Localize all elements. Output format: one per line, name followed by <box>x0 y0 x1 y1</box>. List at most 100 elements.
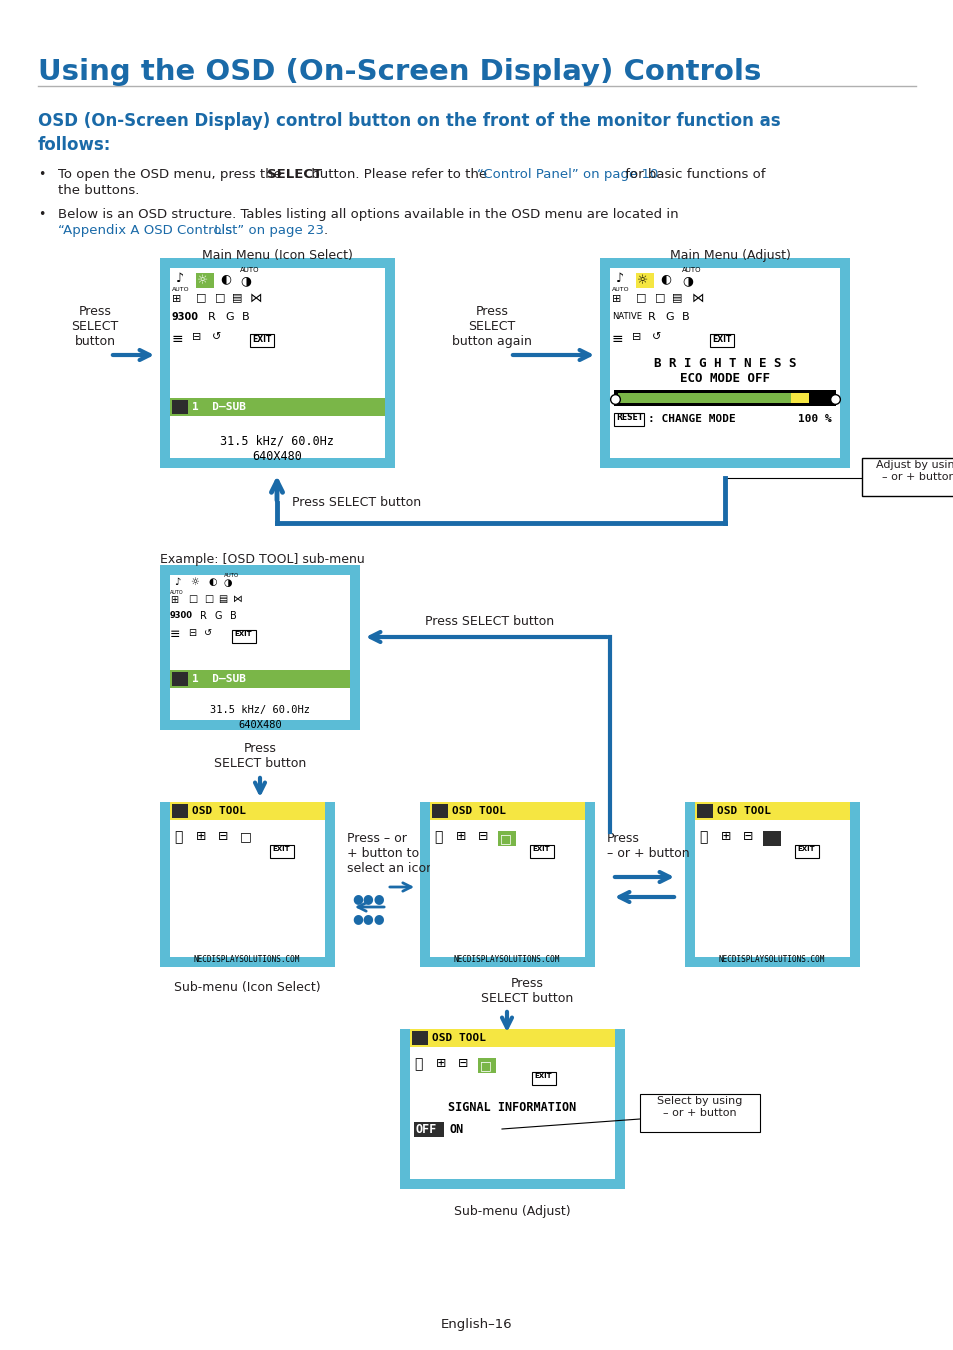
Text: B R I G H T N E S S: B R I G H T N E S S <box>653 356 796 370</box>
Bar <box>170 398 385 416</box>
Text: ●●●: ●●● <box>352 913 384 925</box>
Bar <box>477 1058 496 1073</box>
Bar <box>270 845 294 859</box>
Text: Press
– or + button: Press – or + button <box>606 832 689 860</box>
Text: the buttons.: the buttons. <box>58 184 139 197</box>
Text: OSD TOOL: OSD TOOL <box>192 806 246 815</box>
Text: ⊞: ⊞ <box>172 294 181 304</box>
Text: ☼: ☼ <box>637 274 648 288</box>
Bar <box>410 1040 615 1179</box>
Text: □: □ <box>499 832 511 845</box>
Bar <box>172 400 188 414</box>
Text: Sub-menu (Icon Select): Sub-menu (Icon Select) <box>173 981 320 994</box>
Text: □: □ <box>204 594 213 603</box>
Text: 640X480: 640X480 <box>252 450 301 463</box>
Text: ⋈: ⋈ <box>250 292 262 305</box>
Text: ⊞: ⊞ <box>436 1057 446 1071</box>
Bar <box>432 805 448 818</box>
Bar <box>160 802 335 967</box>
Text: □: □ <box>195 292 206 302</box>
Text: ♪: ♪ <box>616 271 623 285</box>
Text: NECDISPLAYSOLUTIONS.COM: NECDISPLAYSOLUTIONS.COM <box>454 954 559 964</box>
Text: B: B <box>230 612 236 621</box>
Text: AUTO: AUTO <box>612 288 629 292</box>
Bar <box>636 273 654 288</box>
Bar <box>170 670 350 688</box>
Text: AUTO: AUTO <box>240 267 259 273</box>
Text: ⧉: ⧉ <box>173 830 182 844</box>
Text: □: □ <box>214 292 225 302</box>
Text: 31.5 kHz/ 60.0Hz: 31.5 kHz/ 60.0Hz <box>210 705 310 716</box>
Text: ◑: ◑ <box>240 274 251 288</box>
Text: EXIT: EXIT <box>272 846 290 852</box>
Text: Press
SELECT button: Press SELECT button <box>213 743 306 770</box>
Text: Press
SELECT
button: Press SELECT button <box>71 305 118 348</box>
Text: ⊟: ⊟ <box>218 830 229 842</box>
Text: EXIT: EXIT <box>252 335 271 344</box>
Text: NECDISPLAYSOLUTIONS.COM: NECDISPLAYSOLUTIONS.COM <box>718 954 824 964</box>
Bar <box>614 413 643 427</box>
Text: 31.5 kHz/ 60.0Hz: 31.5 kHz/ 60.0Hz <box>220 433 334 447</box>
Bar <box>599 258 849 468</box>
Text: Select by using
– or + button: Select by using – or + button <box>657 1096 741 1118</box>
Text: AUTO: AUTO <box>170 590 183 595</box>
Text: SIGNAL INFORMATION: SIGNAL INFORMATION <box>447 1102 576 1114</box>
Text: EXIT: EXIT <box>711 335 731 344</box>
Bar <box>609 269 840 458</box>
Text: 9300: 9300 <box>172 312 199 323</box>
Text: ⊞: ⊞ <box>720 830 731 842</box>
Bar <box>430 811 584 957</box>
Text: ⊟: ⊟ <box>188 628 196 639</box>
Text: AUTO: AUTO <box>681 267 700 273</box>
Text: Sub-menu (Adjust): Sub-menu (Adjust) <box>454 1206 570 1218</box>
Bar <box>172 805 188 818</box>
Text: •: • <box>38 167 46 181</box>
Text: ⊞: ⊞ <box>612 294 620 304</box>
Text: OSD TOOL: OSD TOOL <box>717 806 770 815</box>
Text: Below is an OSD structure. Tables listing all options available in the OSD menu : Below is an OSD structure. Tables listin… <box>58 208 682 221</box>
Text: 640X480: 640X480 <box>238 720 281 730</box>
Bar <box>232 630 255 643</box>
Text: ≡: ≡ <box>612 332 623 346</box>
Text: 9300: 9300 <box>170 612 193 620</box>
Text: ◐: ◐ <box>208 576 216 587</box>
Bar <box>794 845 818 859</box>
Text: Main Menu (Adjust): Main Menu (Adjust) <box>669 248 790 262</box>
Text: Main Menu (Icon Select): Main Menu (Icon Select) <box>201 248 352 262</box>
Text: ⊟: ⊟ <box>477 830 488 842</box>
Text: ⊟: ⊟ <box>192 332 201 342</box>
Text: ◐: ◐ <box>220 271 231 285</box>
Text: R: R <box>208 312 215 323</box>
Text: ⊟: ⊟ <box>742 830 753 842</box>
Text: “Appendix A OSD Controls: “Appendix A OSD Controls <box>58 224 232 238</box>
Bar <box>684 802 859 967</box>
Bar <box>170 802 325 819</box>
Text: ☼: ☼ <box>190 576 198 587</box>
Bar <box>614 390 835 406</box>
Text: ●●●: ●●● <box>352 892 384 904</box>
Text: ⧉: ⧉ <box>414 1057 422 1071</box>
Text: NECDISPLAYSOLUTIONS.COM: NECDISPLAYSOLUTIONS.COM <box>193 954 300 964</box>
Text: Press SELECT button: Press SELECT button <box>293 495 421 509</box>
Text: 1  D–SUB: 1 D–SUB <box>192 674 246 684</box>
Text: □: □ <box>240 830 252 842</box>
Text: OFF: OFF <box>416 1123 436 1135</box>
Bar <box>762 832 781 846</box>
Bar <box>170 575 350 720</box>
Text: Press SELECT button: Press SELECT button <box>425 616 554 628</box>
Text: ◐: ◐ <box>659 271 670 285</box>
Text: □: □ <box>188 594 197 603</box>
Text: EXIT: EXIT <box>233 630 252 637</box>
Text: ⋈: ⋈ <box>233 594 242 603</box>
Text: ↺: ↺ <box>212 332 221 342</box>
Text: ◑: ◑ <box>681 274 692 288</box>
Text: EXIT: EXIT <box>532 846 549 852</box>
Bar <box>697 805 712 818</box>
Text: ECO MODE OFF: ECO MODE OFF <box>679 373 769 385</box>
Text: “Control Panel” on page 10: “Control Panel” on page 10 <box>476 167 658 181</box>
Text: ▤: ▤ <box>218 594 227 603</box>
Text: AUTO: AUTO <box>172 288 190 292</box>
Text: B: B <box>242 312 250 323</box>
Text: EXIT: EXIT <box>796 846 814 852</box>
Bar <box>170 269 385 458</box>
